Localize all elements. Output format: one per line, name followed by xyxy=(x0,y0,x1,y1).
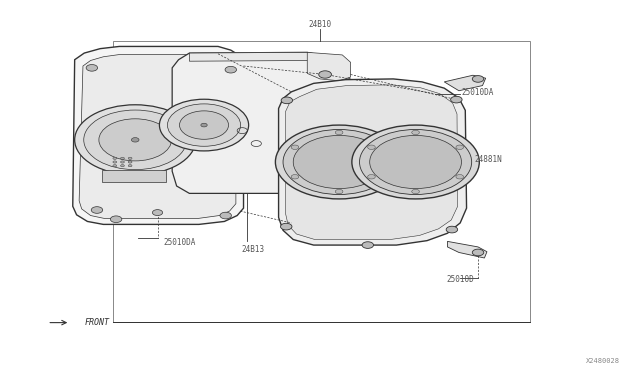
Circle shape xyxy=(335,130,343,135)
Circle shape xyxy=(280,223,292,230)
Text: X2480028: X2480028 xyxy=(586,358,620,364)
Circle shape xyxy=(110,216,122,222)
Circle shape xyxy=(380,174,387,179)
Circle shape xyxy=(152,210,163,215)
Circle shape xyxy=(362,242,374,248)
Polygon shape xyxy=(73,46,244,224)
Circle shape xyxy=(99,119,172,161)
Polygon shape xyxy=(278,79,467,245)
Circle shape xyxy=(319,71,332,78)
Circle shape xyxy=(472,249,484,256)
Bar xyxy=(113,41,531,322)
Circle shape xyxy=(168,104,241,146)
Polygon shape xyxy=(189,52,336,61)
Polygon shape xyxy=(172,52,351,193)
Circle shape xyxy=(225,66,237,73)
Text: 24B10: 24B10 xyxy=(308,20,332,29)
Circle shape xyxy=(370,135,461,189)
Circle shape xyxy=(120,161,124,163)
Circle shape xyxy=(367,145,375,150)
Circle shape xyxy=(113,157,116,160)
Circle shape xyxy=(293,135,385,189)
Circle shape xyxy=(446,226,458,233)
Circle shape xyxy=(159,99,248,151)
Circle shape xyxy=(75,105,196,175)
Circle shape xyxy=(291,174,299,179)
Circle shape xyxy=(128,164,132,167)
Circle shape xyxy=(113,164,116,167)
Circle shape xyxy=(113,161,116,163)
Circle shape xyxy=(128,157,132,160)
Circle shape xyxy=(412,189,419,194)
Circle shape xyxy=(86,64,98,71)
Circle shape xyxy=(291,145,299,150)
Bar xyxy=(102,170,166,182)
Circle shape xyxy=(220,212,232,219)
Circle shape xyxy=(283,129,395,195)
Circle shape xyxy=(128,161,132,163)
Circle shape xyxy=(131,138,139,142)
Circle shape xyxy=(92,207,102,213)
Circle shape xyxy=(120,157,124,160)
Polygon shape xyxy=(285,85,458,240)
Polygon shape xyxy=(444,75,486,91)
Circle shape xyxy=(380,145,387,150)
Circle shape xyxy=(281,97,292,104)
Circle shape xyxy=(367,174,375,179)
Circle shape xyxy=(360,129,472,195)
Circle shape xyxy=(179,111,228,139)
Circle shape xyxy=(456,145,463,150)
Circle shape xyxy=(352,125,479,199)
Circle shape xyxy=(456,174,463,179)
Text: 24881N: 24881N xyxy=(474,155,502,164)
Polygon shape xyxy=(79,55,236,218)
Circle shape xyxy=(451,96,462,103)
Polygon shape xyxy=(307,52,351,81)
Circle shape xyxy=(120,164,124,167)
Text: 25010DA: 25010DA xyxy=(461,89,494,97)
Text: 25010D: 25010D xyxy=(446,275,474,283)
Text: 25010DA: 25010DA xyxy=(164,238,196,247)
Circle shape xyxy=(472,76,484,82)
Circle shape xyxy=(84,110,187,170)
Circle shape xyxy=(335,189,343,194)
Circle shape xyxy=(412,130,419,135)
Text: FRONT: FRONT xyxy=(84,318,109,327)
Circle shape xyxy=(201,123,207,127)
Polygon shape xyxy=(447,241,487,258)
Text: 24B13: 24B13 xyxy=(241,245,265,254)
Circle shape xyxy=(275,125,403,199)
